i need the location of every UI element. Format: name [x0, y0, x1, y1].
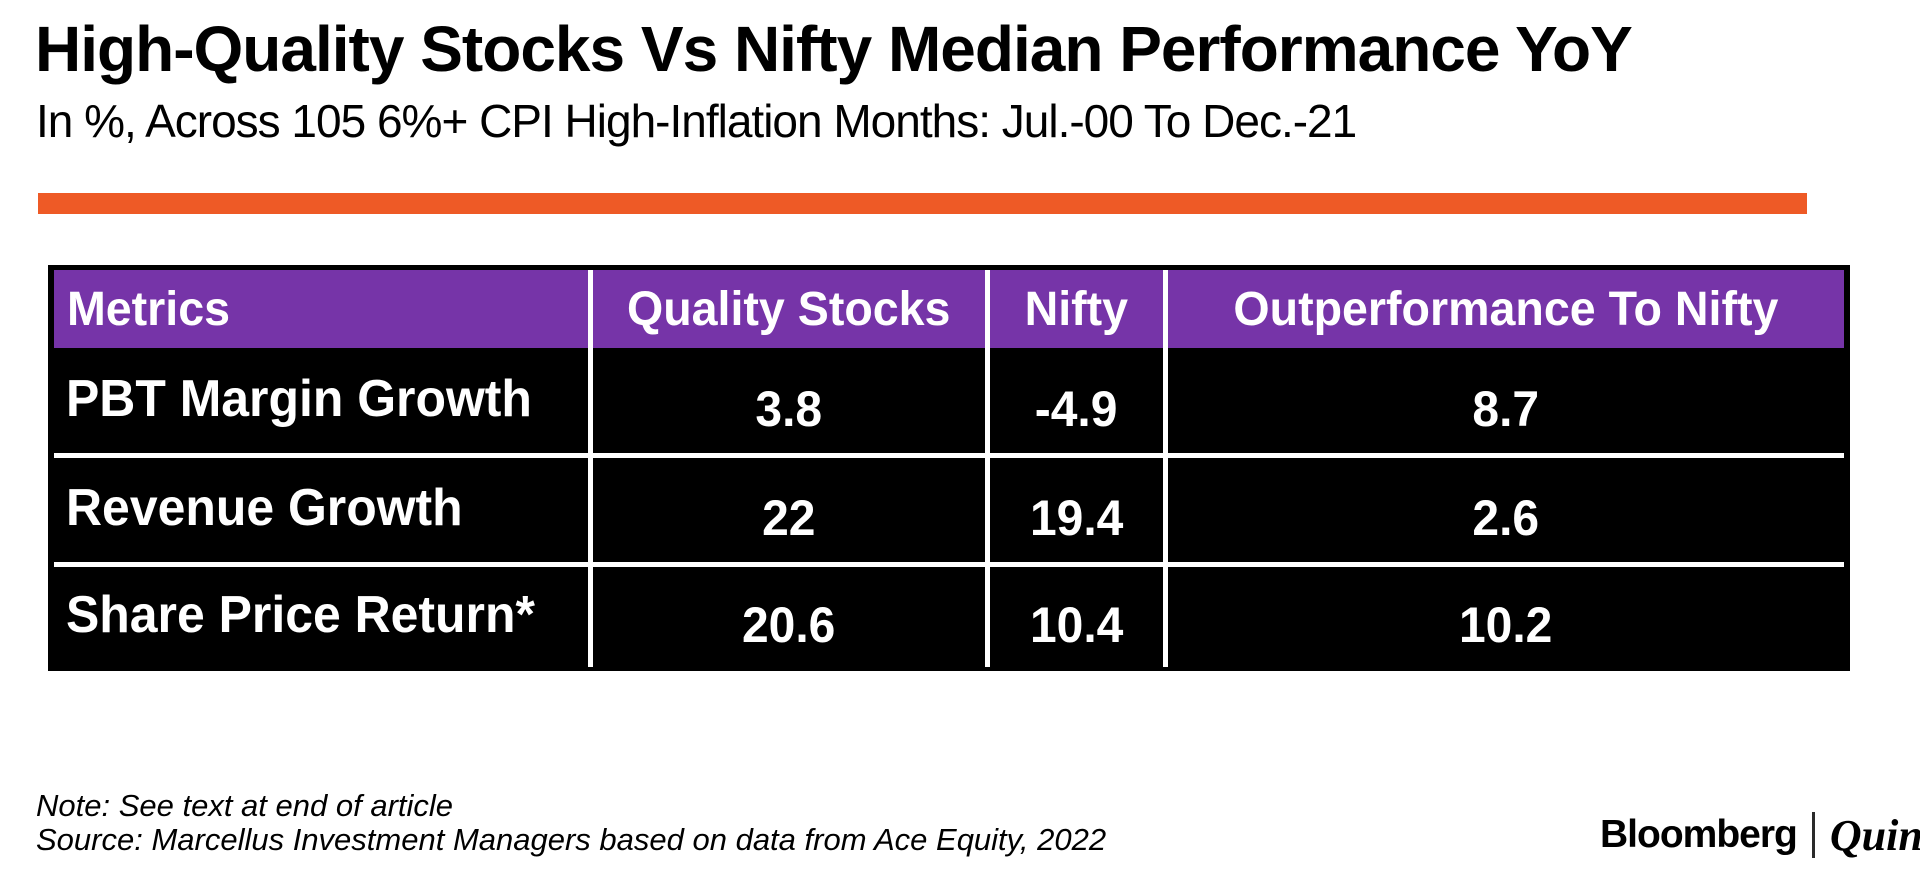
- nifty-value-cell: -4.9: [990, 348, 1163, 453]
- column-header-label: Metrics: [67, 282, 231, 336]
- quality-stocks-value: 3.8: [755, 380, 823, 437]
- quality-stocks-value: 20.6: [742, 597, 836, 653]
- column-header-metrics: Metrics: [54, 270, 588, 348]
- nifty-value: 10.4: [1029, 597, 1124, 653]
- page-subtitle: In %, Across 105 6%+ CPI High-Inflation …: [36, 95, 1357, 147]
- metric-label-cell: Revenue Growth: [54, 458, 588, 562]
- quint-wordmark: Quint: [1829, 810, 1920, 860]
- column-header-label: Nifty: [1024, 282, 1129, 336]
- outperformance-value-cell: 8.7: [1168, 348, 1844, 453]
- table-body: PBT Margin Growth 3.8 -4.9 8.7 Revenue G…: [54, 348, 1844, 667]
- nifty-value-cell: 19.4: [990, 458, 1163, 562]
- metric-label-cell: PBT Margin Growth: [54, 348, 588, 453]
- bloomberg-quint-logo: Bloomberg Quint: [1600, 810, 1920, 860]
- table-header-row: Metrics Quality Stocks Nifty Outperforma…: [54, 270, 1844, 348]
- accent-divider-bar: [38, 193, 1807, 214]
- quality-stocks-value: 22: [762, 490, 816, 546]
- column-header-quality-stocks: Quality Stocks: [593, 270, 985, 348]
- note-text: Note: See text at end of article: [36, 788, 454, 823]
- metric-label-cell: Share Price Return*: [54, 567, 588, 667]
- bloomberg-wordmark: Bloomberg: [1600, 813, 1798, 856]
- logo-separator-bar: [1811, 812, 1815, 858]
- nifty-value: 19.4: [1029, 490, 1124, 546]
- outperformance-value: 8.7: [1472, 380, 1540, 437]
- column-header-nifty: Nifty: [990, 270, 1163, 348]
- quality-stocks-value-cell: 3.8: [593, 348, 985, 453]
- source-text: Source: Marcellus Investment Managers ba…: [36, 822, 1107, 857]
- outperformance-value: 10.2: [1459, 597, 1553, 653]
- quality-stocks-value-cell: 20.6: [593, 567, 985, 667]
- nifty-value-cell: 10.4: [990, 567, 1163, 667]
- nifty-value: -4.9: [1035, 380, 1118, 437]
- column-header-label: Outperformance To Nifty: [1233, 282, 1779, 336]
- outperformance-value: 2.6: [1472, 490, 1540, 546]
- outperformance-value-cell: 10.2: [1168, 567, 1844, 667]
- column-header-label: Quality Stocks: [627, 282, 951, 336]
- table-row-share-price-return: Share Price Return* 20.6 10.4 10.2: [54, 567, 1844, 667]
- column-header-outperformance: Outperformance To Nifty: [1168, 270, 1844, 348]
- metric-label: Share Price Return*: [66, 586, 535, 644]
- table-row-pbt-margin-growth: PBT Margin Growth 3.8 -4.9 8.7: [54, 348, 1844, 453]
- outperformance-value-cell: 2.6: [1168, 458, 1844, 562]
- metric-label: PBT Margin Growth: [66, 369, 532, 428]
- quality-stocks-value-cell: 22: [593, 458, 985, 562]
- performance-table: Metrics Quality Stocks Nifty Outperforma…: [48, 265, 1850, 671]
- metric-label: Revenue Growth: [66, 479, 463, 537]
- table-row-revenue-growth: Revenue Growth 22 19.4 2.6: [54, 458, 1844, 562]
- page-title: High-Quality Stocks Vs Nifty Median Perf…: [35, 13, 1633, 85]
